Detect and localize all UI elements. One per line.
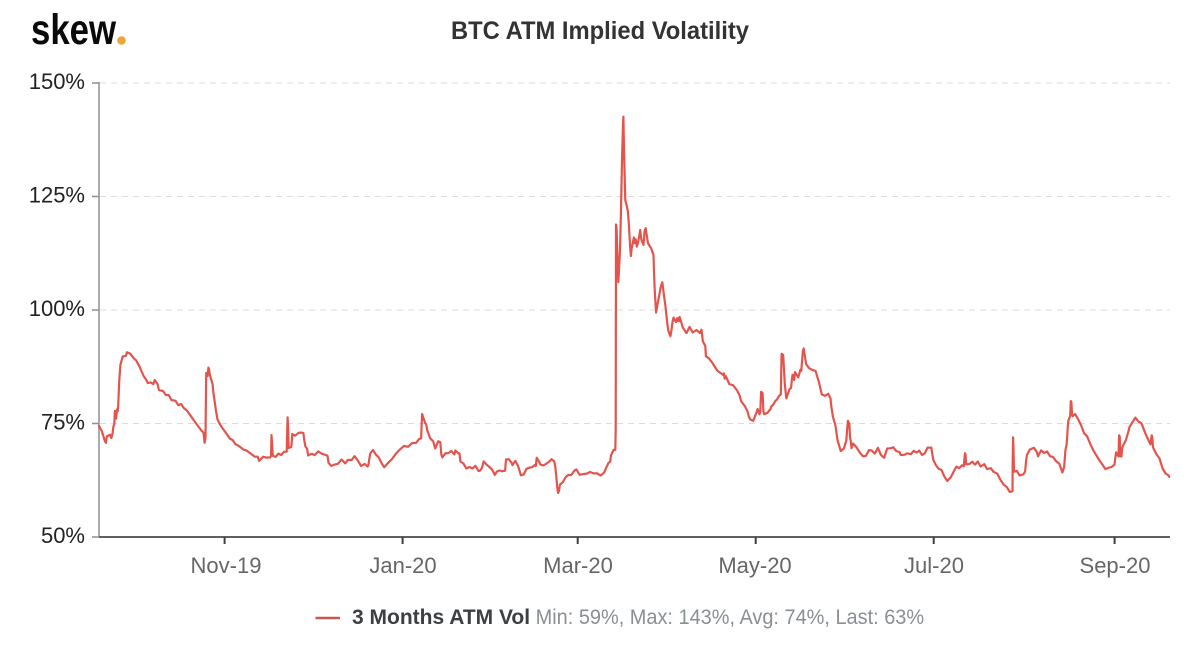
svg-text:100%: 100% [29,296,85,321]
svg-text:skew: skew [31,6,116,54]
svg-text:Sep-20: Sep-20 [1080,553,1151,578]
svg-text:3 Months ATM Vol Min: 59%, Max: 3 Months ATM Vol Min: 59%, Max: 143%, Av… [352,606,924,629]
svg-text:125%: 125% [29,183,85,208]
svg-text:75%: 75% [41,410,85,435]
svg-text:Nov-19: Nov-19 [191,553,262,578]
svg-text:150%: 150% [29,69,85,94]
svg-text:Jan-20: Jan-20 [369,553,436,578]
svg-text:Mar-20: Mar-20 [543,553,613,578]
svg-text:BTC ATM Implied Volatility: BTC ATM Implied Volatility [451,17,749,45]
svg-text:Jul-20: Jul-20 [904,553,964,578]
svg-text:May-20: May-20 [718,553,791,578]
svg-text:50%: 50% [41,523,85,548]
